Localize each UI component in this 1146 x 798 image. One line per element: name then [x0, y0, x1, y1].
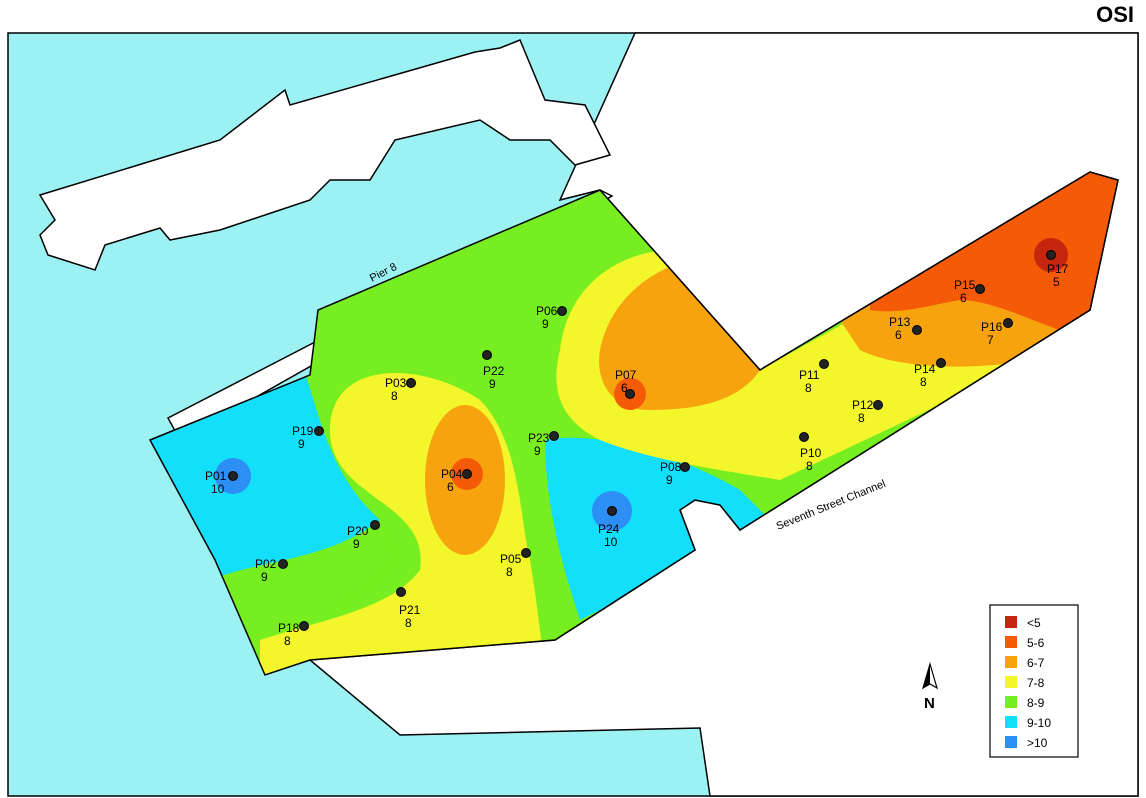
sample-point-value: 9 [261, 570, 268, 584]
sample-point-id: P21 [399, 603, 421, 617]
sample-point-value: 10 [604, 535, 618, 549]
legend-label: 7-8 [1027, 676, 1045, 690]
legend-label: 9-10 [1027, 716, 1051, 730]
sample-point-id: P17 [1047, 262, 1069, 276]
legend-label: 8-9 [1027, 696, 1045, 710]
sample-point-marker [396, 587, 406, 597]
sample-point-value: 7 [987, 333, 994, 347]
legend-swatch [1005, 736, 1017, 748]
legend-swatch [1005, 616, 1017, 628]
sample-point-marker [521, 548, 531, 558]
sample-point-marker [370, 520, 380, 530]
sample-point-id: P07 [615, 368, 637, 382]
sample-point-value: 10 [211, 482, 225, 496]
sample-point-value: 8 [806, 459, 813, 473]
sample-point-marker [228, 471, 238, 481]
sample-point-id: P13 [889, 315, 911, 329]
sample-point-id: P18 [278, 621, 300, 635]
sample-point-id: P10 [800, 446, 822, 460]
sample-point-marker [936, 358, 946, 368]
sample-point-id: P14 [914, 362, 936, 376]
sample-point-id: P19 [292, 424, 314, 438]
sample-point-id: P15 [954, 278, 976, 292]
sample-point-value: 8 [805, 381, 812, 395]
sample-point-marker [557, 306, 567, 316]
sample-point-marker [299, 621, 309, 631]
sample-point-value: 8 [858, 411, 865, 425]
sample-point-marker [680, 462, 690, 472]
legend-label: 6-7 [1027, 656, 1045, 670]
sample-point-value: 6 [895, 328, 902, 342]
sample-point-id: P16 [981, 320, 1003, 334]
sample-point-id: P06 [536, 304, 558, 318]
sample-point-id: P22 [483, 364, 505, 378]
sample-point-marker [1003, 318, 1013, 328]
sample-point-value: 8 [405, 616, 412, 630]
sample-point-value: 9 [298, 437, 305, 451]
sample-point-marker [819, 359, 829, 369]
sample-point-id: P08 [660, 460, 682, 474]
legend-label: 5-6 [1027, 636, 1045, 650]
sample-point-id: P03 [385, 376, 407, 390]
brand-logo: OSI [1096, 2, 1134, 27]
sample-point-id: P12 [852, 398, 874, 412]
sample-point-value: 9 [666, 473, 673, 487]
sample-point-marker [314, 426, 324, 436]
sample-point-id: P04 [441, 467, 463, 481]
sample-point-marker [799, 432, 809, 442]
legend-swatch [1005, 696, 1017, 708]
sample-point-id: P02 [255, 557, 277, 571]
legend-label: <5 [1027, 616, 1041, 630]
legend-swatch [1005, 676, 1017, 688]
sample-point-marker [549, 431, 559, 441]
sample-point-marker [406, 378, 416, 388]
sample-point-value: 9 [489, 377, 496, 391]
legend: <5 5-6 6-7 7-8 8-9 9-10 >10 [989, 604, 1079, 758]
sample-point-value: 9 [353, 537, 360, 551]
sample-point-marker [607, 506, 617, 516]
sample-point-marker [462, 469, 472, 479]
sample-point-marker [625, 389, 635, 399]
sample-point-marker [912, 325, 922, 335]
sample-point-id: P05 [500, 552, 522, 566]
sample-point-value: 8 [284, 634, 291, 648]
north-arrow-icon: N [922, 661, 938, 712]
sample-point-id: P01 [205, 469, 227, 483]
sample-point-marker [1046, 250, 1056, 260]
legend-swatch [1005, 636, 1017, 648]
sample-point-value: 9 [534, 444, 541, 458]
sample-point-marker [482, 350, 492, 360]
sample-point-value: 8 [506, 565, 513, 579]
sample-points: P0110P029P038P046P058P069P076P089P108P11… [205, 250, 1069, 648]
legend-swatch [1005, 656, 1017, 668]
sample-point-value: 5 [1053, 275, 1060, 289]
sample-point-id: P23 [528, 431, 550, 445]
sample-point-id: P11 [799, 368, 820, 382]
sample-point-value: 6 [447, 480, 454, 494]
sample-point-value: 9 [542, 317, 549, 331]
sample-point-value: 8 [920, 375, 927, 389]
sample-point-id: P20 [347, 524, 369, 538]
sample-point-value: 6 [621, 381, 628, 395]
sample-point-marker [975, 284, 985, 294]
legend-label: >10 [1027, 736, 1048, 750]
sample-point-marker [278, 559, 288, 569]
legend-swatch [1005, 716, 1017, 728]
sample-point-id: P24 [598, 522, 620, 536]
sample-point-marker [873, 400, 883, 410]
upper-pier [38, 39, 612, 271]
north-label: N [924, 695, 935, 712]
sample-point-value: 8 [391, 389, 398, 403]
sample-point-value: 6 [960, 291, 967, 305]
